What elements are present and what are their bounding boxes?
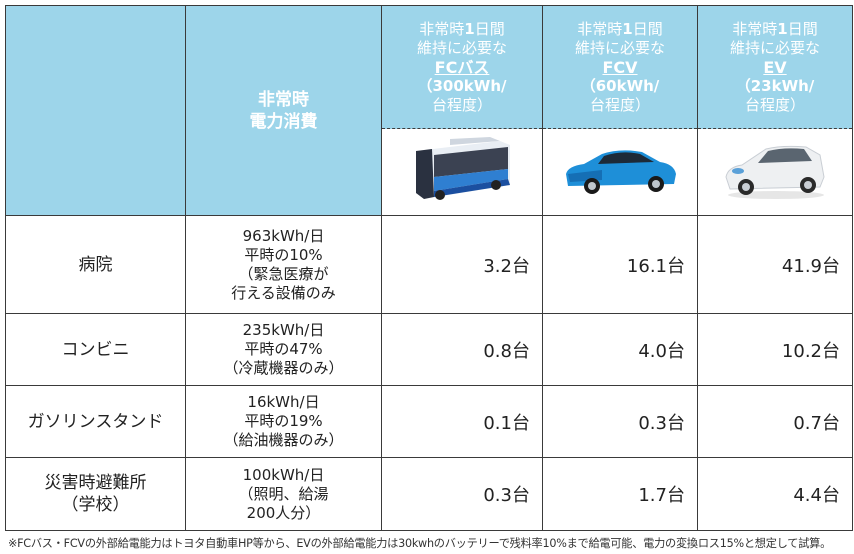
header-row-top: 非常時 電力消費 非常時1日間 維持に必要な FCバス （300kWh/ 台程度…: [5, 5, 853, 216]
header-facility-cell: [5, 5, 186, 216]
desc-line: （照明、給湯: [238, 484, 329, 503]
fc-bus-image: [416, 137, 510, 200]
fcv-count: 1.7台: [542, 457, 698, 531]
header-fcv-capacity: （60kWh/: [580, 76, 660, 95]
header-fcbus-capacity: （300kWh/: [417, 76, 507, 95]
desc-line: 235kWh/日: [242, 321, 325, 339]
table-row: 災害時避難所 （学校） 100kWh/日 （照明、給湯 200人分） 0.3台 …: [5, 457, 853, 531]
desc-line: 平時の47%: [244, 340, 323, 358]
header-ev-line2: 維持に必要な: [729, 38, 820, 57]
ev-count: 10.2台: [697, 313, 853, 386]
ev-image-cell: [697, 128, 853, 216]
table-row: コンビニ 235kWh/日 平時の47% （冷蔵機器のみ） 0.8台 4.0台 …: [5, 313, 853, 386]
desc-line: 963kWh/日: [242, 226, 325, 245]
facility-line: 病院: [78, 254, 113, 275]
facility-line: （学校）: [61, 495, 130, 515]
facility-line: 災害時避難所: [44, 473, 147, 493]
header-ev-capacity: （23kWh/: [735, 76, 815, 95]
desc-line: （冷蔵機器のみ）: [223, 359, 344, 377]
facility-label: 病院: [5, 215, 186, 314]
fcbus-count: 0.8台: [381, 313, 543, 386]
power-description: 100kWh/日 （照明、給湯 200人分）: [185, 457, 382, 531]
facility-label: 災害時避難所 （学校）: [5, 457, 186, 531]
header-power-line1: 非常時: [258, 89, 309, 110]
desc-line: 100kWh/日: [242, 465, 325, 484]
header-fcbus-name: FCバス: [434, 57, 490, 77]
desc-line: 平時の19%: [244, 412, 323, 430]
fcv-image-cell: [542, 128, 698, 216]
header-power-consumption: 非常時 電力消費: [185, 5, 382, 216]
fcv-count: 0.3台: [542, 385, 698, 458]
header-fcv-name: FCV: [602, 57, 638, 77]
header-fcv-line2: 維持に必要な: [574, 38, 665, 57]
header-fcv-unit: 台程度）: [589, 95, 650, 114]
table-row: ガソリンスタンド 16kWh/日 平時の19% （給油機器のみ） 0.1台 0.…: [5, 385, 853, 458]
facility-label: コンビニ: [5, 313, 186, 386]
ev-car-image: [725, 145, 825, 199]
fcbus-count: 0.3台: [381, 457, 543, 531]
footnote: ※FCバス・FCVの外部給電能力はトヨタ自動車HP等から、EVの外部給電能力は3…: [8, 537, 832, 550]
desc-line: （給油機器のみ）: [223, 431, 344, 449]
desc-line: 平時の10%: [244, 245, 323, 264]
power-description: 235kWh/日 平時の47% （冷蔵機器のみ）: [185, 313, 382, 386]
fcbus-image-cell: [381, 128, 543, 216]
power-description: 963kWh/日 平時の10% （緊急医療が 行える設備のみ: [185, 215, 382, 314]
ev-count: 41.9台: [697, 215, 853, 314]
facility-line: ガソリンスタンド: [27, 411, 164, 432]
header-fcv: 非常時1日間 維持に必要な FCV （60kWh/ 台程度）: [542, 5, 698, 129]
header-ev-line1: 非常時1日間: [732, 19, 818, 38]
ev-count: 0.7台: [697, 385, 853, 458]
vehicle-power-comparison-table: 非常時 電力消費 非常時1日間 維持に必要な FCバス （300kWh/ 台程度…: [5, 5, 853, 531]
desc-line: （緊急医療が: [238, 264, 329, 283]
fcbus-count: 0.1台: [381, 385, 543, 458]
fcbus-count: 3.2台: [381, 215, 543, 314]
table-row: 病院 963kWh/日 平時の10% （緊急医療が 行える設備のみ 3.2台 1…: [5, 215, 853, 314]
power-description: 16kWh/日 平時の19% （給油機器のみ）: [185, 385, 382, 458]
fcv-car-image: [566, 150, 676, 194]
header-fcv-line1: 非常時1日間: [577, 19, 663, 38]
header-ev: 非常時1日間 維持に必要な EV （23kWh/ 台程度）: [697, 5, 853, 129]
facility-label: ガソリンスタンド: [5, 385, 186, 458]
facility-line: コンビニ: [61, 339, 130, 360]
ev-count: 4.4台: [697, 457, 853, 531]
desc-line: 行える設備のみ: [231, 283, 336, 302]
header-fcbus-line1: 非常時1日間: [419, 19, 505, 38]
header-power-line2: 電力消費: [249, 111, 318, 132]
fcv-count: 16.1台: [542, 215, 698, 314]
desc-line: 16kWh/日: [247, 393, 320, 411]
header-ev-unit: 台程度）: [744, 95, 805, 114]
fcv-count: 4.0台: [542, 313, 698, 386]
header-fcbus: 非常時1日間 維持に必要な FCバス （300kWh/ 台程度）: [381, 5, 543, 129]
header-fcbus-line2: 維持に必要な: [416, 38, 507, 57]
header-fcbus-unit: 台程度）: [431, 95, 492, 114]
desc-line: 200人分）: [246, 503, 321, 522]
header-ev-name: EV: [763, 57, 787, 77]
